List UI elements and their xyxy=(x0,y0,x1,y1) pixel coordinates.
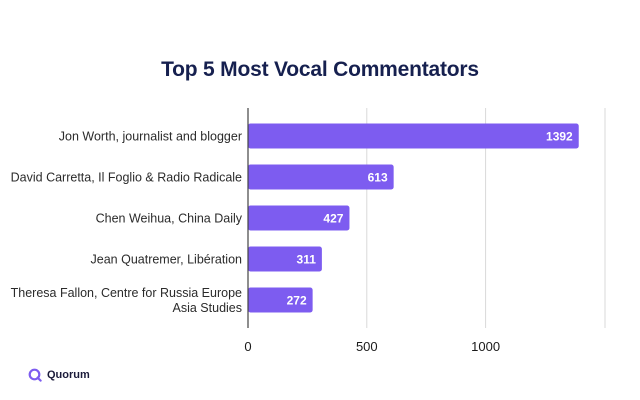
data-label: 272 xyxy=(287,294,307,308)
x-tick-label: 500 xyxy=(356,339,378,354)
data-label: 311 xyxy=(297,253,317,267)
x-tick-label: 0 xyxy=(244,339,251,354)
category-label: Jean Quatremer, Libération xyxy=(91,253,243,267)
bar xyxy=(248,246,322,272)
bar xyxy=(248,205,350,231)
brand-name: Quorum xyxy=(47,369,90,381)
chart-title: Top 5 Most Vocal Commentators xyxy=(161,58,479,81)
data-label: 427 xyxy=(323,212,343,226)
quorum-logo-icon xyxy=(28,368,42,382)
category-label: David Carretta, Il Foglio & Radio Radica… xyxy=(11,171,242,185)
bar xyxy=(248,164,394,190)
category-label: Asia Studies xyxy=(173,301,242,315)
category-label: Chen Weihua, China Daily xyxy=(96,212,243,226)
x-tick-label: 1000 xyxy=(471,339,500,354)
category-label: Theresa Fallon, Centre for Russia Europe xyxy=(11,286,242,300)
category-label: Jon Worth, journalist and blogger xyxy=(59,130,242,144)
bar xyxy=(248,287,313,313)
data-label: 613 xyxy=(368,171,388,185)
x-axis-ticks: 0 500 1000 xyxy=(244,339,500,354)
bars: 1392 613 427 311 272 xyxy=(248,123,579,313)
brand-logo: Quorum xyxy=(28,368,90,382)
data-label: 1392 xyxy=(546,130,573,144)
category-labels: Jon Worth, journalist and blogger David C… xyxy=(11,130,243,316)
bar xyxy=(248,123,579,149)
